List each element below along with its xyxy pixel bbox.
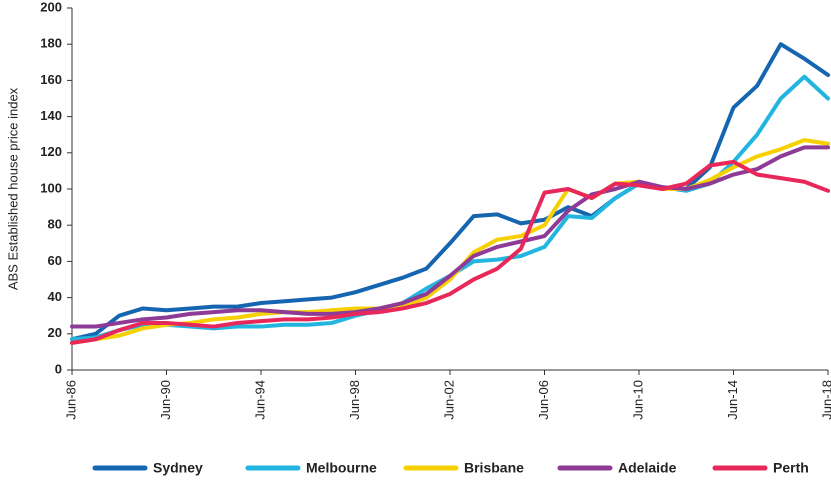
y-tick-label: 0	[55, 361, 62, 376]
series-line	[70, 138, 830, 345]
x-tick-label: Jun-98	[347, 380, 362, 420]
y-axis-label: ABS Established house price index	[5, 87, 20, 290]
series-line	[70, 145, 830, 329]
legend-label: Sydney	[153, 460, 203, 476]
legend-label: Brisbane	[464, 460, 524, 476]
legend-label: Melbourne	[306, 460, 377, 476]
x-tick-label: Jun-90	[158, 380, 173, 420]
y-tick-label: 20	[48, 325, 62, 340]
y-tick-label: 180	[40, 36, 62, 51]
y-tick-label: 120	[40, 144, 62, 159]
x-tick-label: Jun-18	[819, 380, 831, 420]
x-tick-label: Jun-02	[441, 380, 456, 420]
y-tick-label: 100	[40, 180, 62, 195]
y-tick-label: 140	[40, 108, 62, 123]
series-line	[70, 159, 830, 345]
x-tick-label: Jun-94	[252, 380, 267, 420]
series-line	[70, 42, 830, 342]
legend-label: Adelaide	[618, 460, 677, 476]
y-tick-label: 80	[48, 217, 62, 232]
y-tick-label: 200	[40, 0, 62, 14]
y-tick-label: 60	[48, 253, 62, 268]
x-tick-label: Jun-10	[630, 380, 645, 420]
y-tick-label: 40	[48, 289, 62, 304]
series-line	[70, 74, 830, 342]
legend-label: Perth	[773, 460, 809, 476]
x-tick-label: Jun-06	[536, 380, 551, 420]
y-tick-label: 160	[40, 72, 62, 87]
x-tick-label: Jun-86	[63, 380, 78, 420]
x-tick-label: Jun-14	[725, 380, 740, 420]
